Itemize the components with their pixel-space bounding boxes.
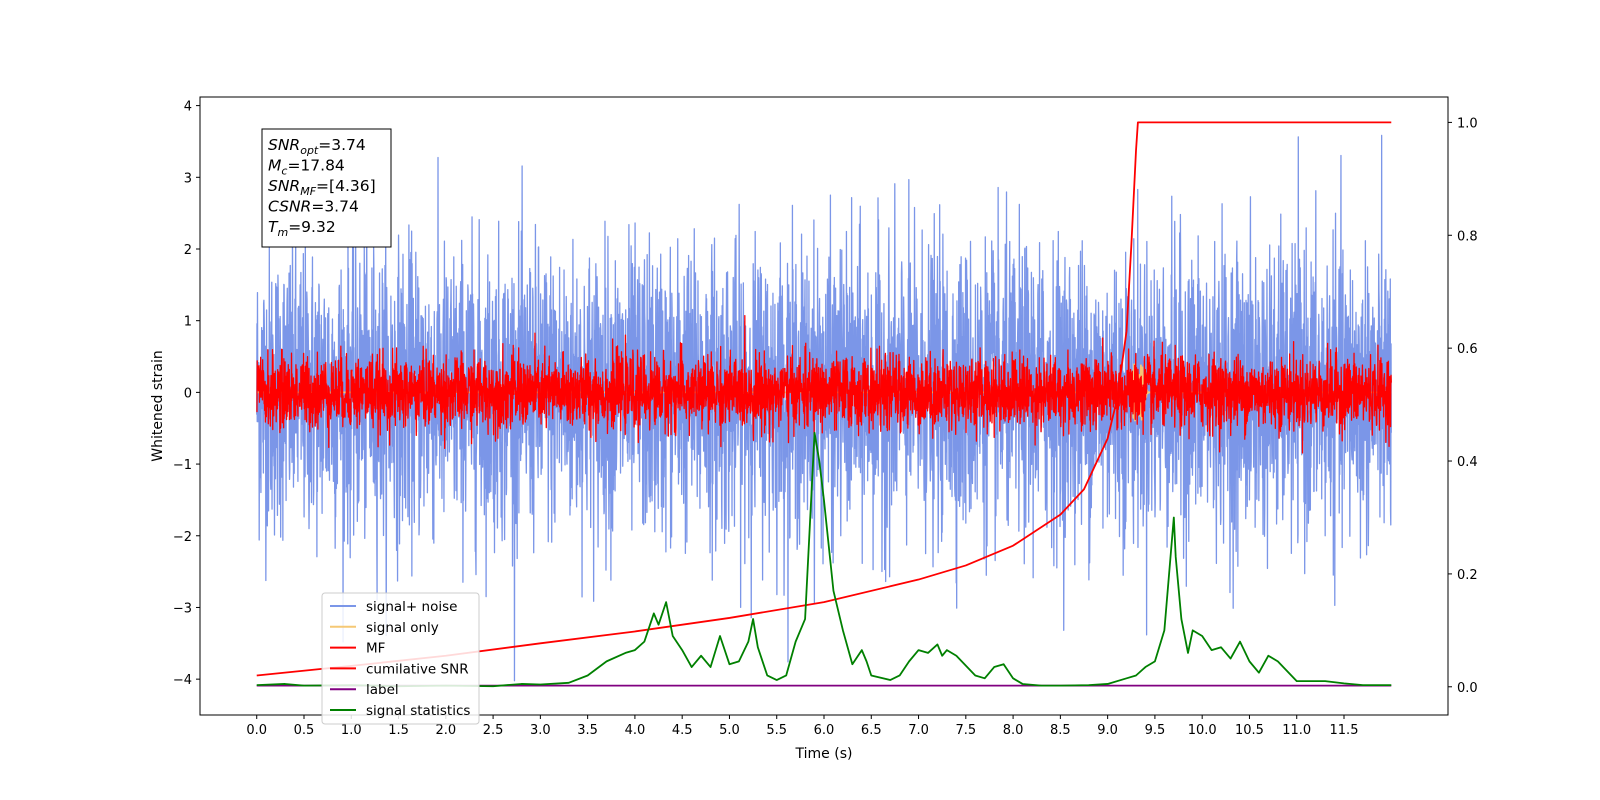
y2-tick-label: 0.4 — [1457, 455, 1478, 470]
x-tick-label: 3.0 — [530, 723, 551, 738]
info-line: SNRMF=[4.36] — [268, 177, 376, 198]
x-tick-label: 2.0 — [435, 723, 456, 738]
y2-tick-label: 0.2 — [1457, 568, 1478, 583]
series-mf — [256, 314, 1392, 454]
x-tick-label: 9.5 — [1145, 723, 1166, 738]
x-tick-label: 2.5 — [483, 723, 504, 738]
x-tick-label: 10.0 — [1188, 723, 1217, 738]
y-tick-label: −1 — [173, 458, 192, 473]
legend-label: cumilative SNR — [366, 661, 469, 677]
x-tick-label: 4.0 — [625, 723, 646, 738]
legend-item-cumilative-snr: cumilative SNR — [330, 661, 469, 677]
x-tick-label: 1.0 — [341, 723, 362, 738]
y-tick-label: 0 — [184, 386, 192, 401]
legend-label: MF — [366, 641, 385, 657]
x-tick-label: 11.5 — [1330, 723, 1359, 738]
x-tick-label: 5.0 — [719, 723, 740, 738]
legend-item-mf: MF — [330, 641, 385, 657]
y2-tick-label: 0.0 — [1457, 681, 1478, 696]
x-tick-label: 5.5 — [766, 723, 787, 738]
series-signal-statistics — [256, 431, 1392, 688]
series-cumilative-snr — [256, 121, 1392, 677]
x-tick-label: 0.0 — [246, 723, 267, 738]
y-tick-label: 2 — [184, 243, 192, 258]
y-axis-label: Whitened strain — [150, 350, 166, 461]
info-line: SNRopt=3.74 — [268, 136, 366, 157]
x-tick-label: 8.5 — [1050, 723, 1071, 738]
x-axis-label: Time (s) — [795, 746, 853, 762]
x-tick-label: 1.5 — [388, 723, 409, 738]
x-tick-label: 8.0 — [1003, 723, 1024, 738]
y-tick-label: −2 — [173, 530, 192, 545]
info-box-frame — [261, 128, 392, 248]
y-tick-label: 3 — [184, 171, 192, 186]
x-tick-label: 0.5 — [294, 723, 315, 738]
legend-item-signal-statistics: signal statistics — [330, 703, 470, 719]
ticks-layer: 0.0 0.5 1.0 1.5 2.0 2.5 3.0 3.5 4.0 4.5 5.0 5.5 6.0 6… — [173, 100, 1478, 738]
info-line: Tm=9.32 — [268, 218, 336, 239]
info-line: Mc=17.84 — [268, 157, 345, 178]
legend-item-label: label — [330, 682, 399, 698]
x-tick-label: 4.5 — [672, 723, 693, 738]
y2-tick-label: 0.8 — [1457, 229, 1478, 244]
x-tick-label: 9.0 — [1097, 723, 1118, 738]
y2-tick-label: 1.0 — [1457, 116, 1478, 131]
legend-item-signal-only: signal only — [330, 620, 439, 636]
y-tick-label: −4 — [173, 673, 192, 688]
x-tick-label: 7.5 — [955, 723, 976, 738]
x-tick-label: 3.5 — [577, 723, 598, 738]
legend-item-signal-noise: signal+ noise — [330, 599, 457, 615]
legend-frame — [321, 592, 480, 725]
x-tick-label: 7.0 — [908, 723, 929, 738]
x-tick-label: 10.5 — [1235, 723, 1264, 738]
info-box: SNRopt=3.74Mc=17.84SNRMF=[4.36]CSNR=3.74… — [261, 128, 392, 248]
y-tick-label: 4 — [184, 100, 192, 115]
info-line: CSNR=3.74 — [268, 198, 359, 216]
legend-label: signal+ noise — [366, 599, 457, 615]
legend-label: signal statistics — [366, 703, 470, 719]
x-tick-label: 6.5 — [861, 723, 882, 738]
y-tick-label: −3 — [173, 601, 192, 616]
x-tick-label: 11.0 — [1282, 723, 1311, 738]
x-tick-label: 6.0 — [814, 723, 835, 738]
y2-tick-label: 0.6 — [1457, 342, 1478, 357]
legend-label: signal only — [366, 620, 439, 636]
legend: signal+ noise signal only MF cumilative SNR… — [321, 592, 480, 725]
y-tick-label: 1 — [184, 315, 192, 330]
legend-label: label — [366, 682, 399, 698]
